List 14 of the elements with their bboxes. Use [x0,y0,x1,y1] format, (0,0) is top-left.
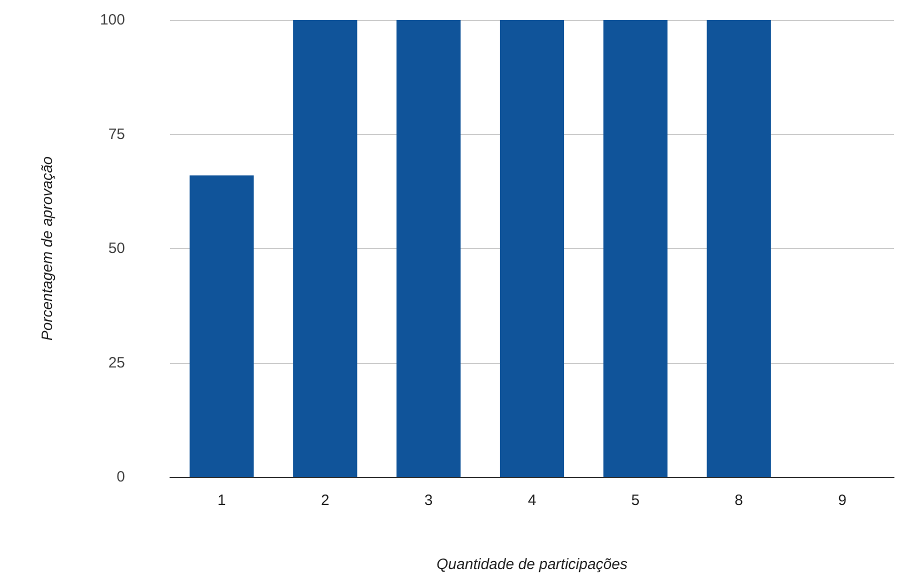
x-tick-label: 4 [528,492,536,509]
x-tick-label: 9 [838,492,846,509]
x-tick-label: 5 [631,492,640,509]
x-tick-label: 3 [424,492,433,509]
y-tick-label: 50 [108,240,125,257]
y-tick-label: 75 [108,126,125,143]
y-axis-title: Porcentagem de aprovação [39,156,56,341]
y-tick-label: 25 [108,354,125,372]
x-tick-label: 8 [734,492,744,509]
y-tick-label: 0 [116,468,125,486]
x-tick-label: 2 [320,492,330,509]
x-tick-label: 1 [218,492,226,509]
x-axis-title: Quantidade de participações [436,556,628,573]
y-tick-label: 100 [100,12,125,28]
